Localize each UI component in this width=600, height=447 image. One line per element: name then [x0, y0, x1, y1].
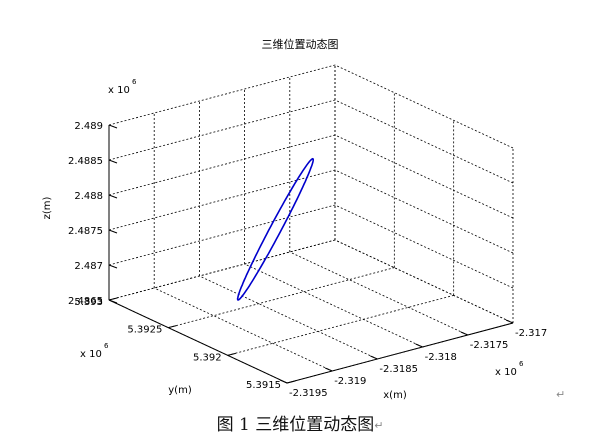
grid-line-floor-y [227, 294, 454, 356]
data-series [236, 157, 314, 301]
y-exponent-power: 6 [104, 342, 109, 350]
z-tick [108, 299, 118, 304]
z-tick [108, 229, 118, 234]
grid-line-side-z [334, 239, 514, 324]
chart-figure: -2.3195 -2.319 -2.3185 -2.318 -2.3175 -2.317 5… [42, 37, 547, 400]
grid-line-back-z [108, 64, 336, 126]
grid-line-floor-x [199, 275, 378, 360]
z-tick-label: 2.4885 [68, 156, 103, 167]
figure-caption: 图 1 三维位置动态图↵ [0, 410, 600, 435]
z-tick [108, 264, 118, 269]
z-tick [108, 159, 118, 164]
return-mark-side: ↵ [556, 388, 566, 401]
z-tick-label: 2.489 [74, 121, 103, 132]
x-tick-label: -2.3175 [470, 340, 509, 351]
x-axis-label: x(m) [383, 390, 407, 400]
x-tick [415, 343, 423, 348]
x-tick-label: -2.3185 [379, 364, 418, 375]
return-mark: ↵ [374, 419, 384, 432]
x-tick-label: -2.3195 [289, 388, 328, 399]
z-exponent-label: x 10 [108, 85, 130, 96]
grid-line-floor-x [154, 287, 333, 372]
z-exponent-power: 6 [132, 78, 137, 86]
grid-line-side-z [334, 169, 514, 254]
grid-line-back-z [108, 204, 336, 266]
x-tick-label: -2.317 [515, 328, 547, 339]
x-tick-label: -2.319 [334, 376, 366, 387]
x-tick [325, 367, 333, 372]
figure-caption-row: 图 1 三维位置动态图↵ [0, 404, 600, 440]
y-tick-label: 5.393 [74, 297, 103, 308]
y-axis-label: y(m) [168, 385, 192, 396]
y-tick-label: 5.3915 [246, 380, 281, 391]
z-tick [108, 194, 118, 199]
x-exponent-label: x 10 [495, 367, 517, 378]
x-tick [279, 379, 288, 384]
z-tick-label: 2.4865 [68, 296, 103, 307]
tick-labels: -2.3195 -2.319 -2.3185 -2.318 -2.3175 -2.317 5… [68, 121, 547, 399]
grid-line-back-z [108, 169, 336, 231]
y-tick-label: 5.392 [193, 352, 222, 363]
grid-line-back-z [108, 239, 336, 301]
grid-line-side-z [334, 204, 514, 289]
y-tick [168, 325, 177, 329]
x-axis-line [286, 322, 514, 384]
z-tick-label: 2.4875 [68, 226, 103, 237]
grid-line-back-z [108, 99, 336, 161]
trajectory-line [236, 157, 314, 301]
x-tick [460, 331, 468, 336]
z-axis-label: z(m) [42, 197, 53, 220]
y-axis-line [108, 299, 288, 384]
x-tick [370, 355, 378, 360]
grid-lines [108, 64, 514, 384]
x-exponent-power: 6 [519, 360, 524, 368]
figure-caption-label: 图 1 三维位置动态图 [216, 415, 375, 435]
z-tick-label: 2.488 [74, 191, 103, 202]
grid-line-side-z [334, 99, 514, 184]
grid-line-side-z [334, 134, 514, 219]
x-tick [505, 319, 514, 324]
grid-line-floor-x [289, 251, 468, 336]
chart-title: 三维位置动态图 [262, 37, 339, 51]
grid-line-floor-x [244, 263, 423, 348]
axes-frame [108, 125, 514, 384]
x-tick-label: -2.318 [425, 352, 457, 363]
tick-marks [108, 124, 514, 384]
z-tick-label: 2.487 [74, 261, 103, 272]
grid-line-floor-y [168, 267, 395, 329]
y-exponent-label: x 10 [80, 349, 102, 360]
y-tick [227, 352, 236, 356]
y-tick [286, 380, 296, 384]
grid-line-side-z [334, 64, 514, 149]
z-tick [108, 124, 118, 129]
grid-line-back-z [108, 134, 336, 196]
y-tick-label: 5.3925 [127, 325, 162, 336]
y-tick [108, 297, 118, 301]
